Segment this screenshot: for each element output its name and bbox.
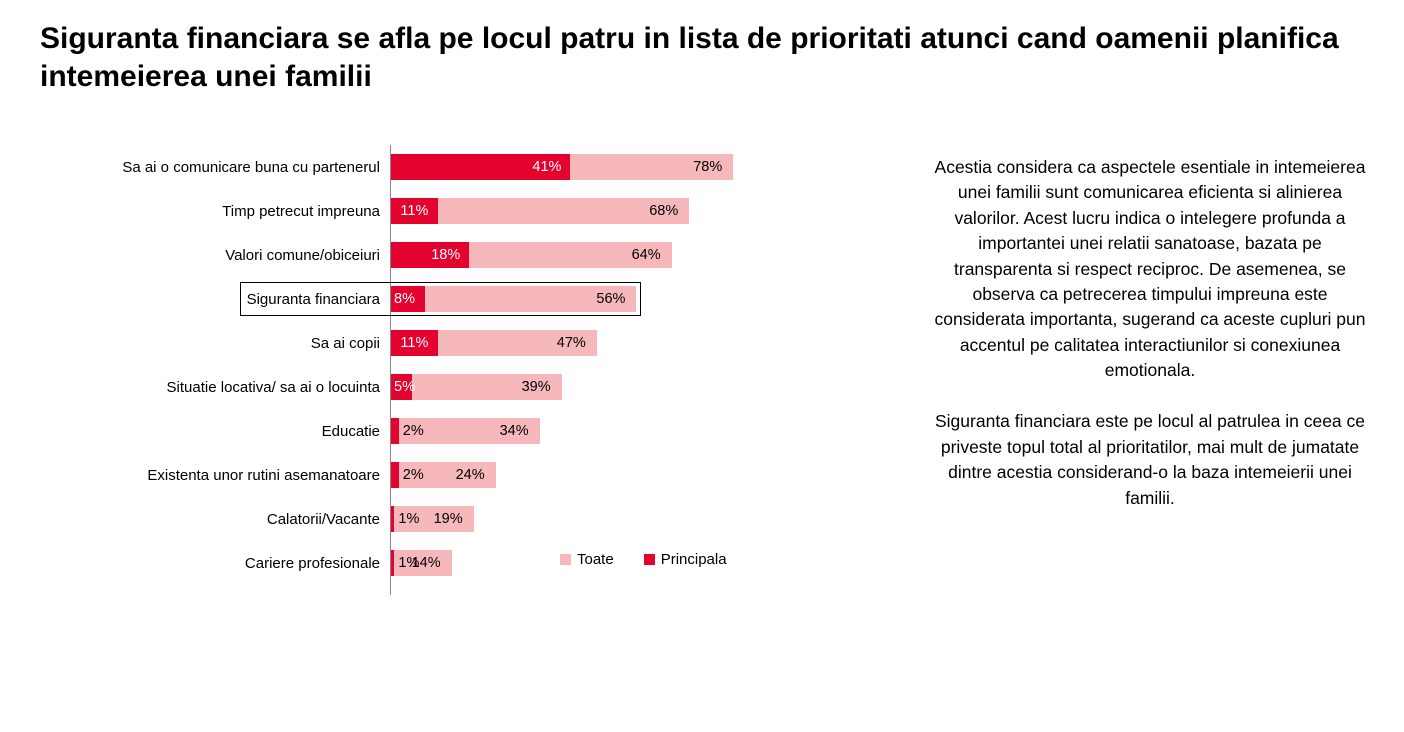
bar-main-value: 8% (394, 291, 415, 307)
bar-total-value: 24% (456, 467, 485, 483)
commentary-panel: Acestia considera ca aspectele esentiale… (930, 145, 1370, 568)
chart-row: Educatie 34% 2% (40, 409, 860, 453)
commentary-paragraph-2: Siguranta financiara este pe locul al pa… (930, 409, 1370, 511)
chart-row: Valori comune/obiceiuri 64% 18% (40, 233, 860, 277)
chart-row: Timp petrecut impreuna 68% 11% (40, 189, 860, 233)
bar-main-value: 11% (400, 335, 428, 351)
chart-row-bars: 68% 11% (390, 198, 840, 224)
chart-row: Siguranta financiara 56% 8% (40, 277, 860, 321)
chart-row-label: Sa ai o comunicare buna cu partenerul (40, 159, 390, 176)
bar-total-value: 56% (596, 291, 625, 307)
bar-main-value: 41% (532, 159, 561, 175)
bar-main-value: 1% (398, 555, 419, 571)
bar-total-value: 39% (522, 379, 551, 395)
bar-main-value: 5% (394, 379, 415, 395)
bar-main (390, 418, 399, 444)
chart-row-bars: 24% 2% (390, 462, 840, 488)
bar-main-value: 1% (398, 511, 419, 527)
commentary-paragraph-1: Acestia considera ca aspectele esentiale… (930, 155, 1370, 383)
chart-row: Sa ai o comunicare buna cu partenerul78%… (40, 145, 860, 189)
chart-row-label: Valori comune/obiceiuri (40, 247, 390, 264)
chart-row-label: Educatie (40, 423, 390, 440)
chart-row-label: Siguranta financiara (40, 291, 390, 308)
chart-row-bars: 19% 1% (390, 506, 840, 532)
chart-row-label: Existenta unor rutini asemanatoare (40, 467, 390, 484)
bar-main-value: 11% (400, 203, 428, 219)
content-wrapper: Sa ai o comunicare buna cu partenerul78%… (40, 145, 1364, 568)
chart-row: Calatorii/Vacante 19% 1% (40, 497, 860, 541)
bar-total-value: 19% (434, 511, 463, 527)
bar-total-value: 34% (500, 423, 529, 439)
chart-axis-line (390, 145, 391, 595)
bar-main (390, 462, 399, 488)
chart-row: Situatie locativa/ sa ai o locuinta 39% 5% (40, 365, 860, 409)
bar-total-value: 64% (632, 247, 661, 263)
chart-row: Existenta unor rutini asemanatoare 24% 2% (40, 453, 860, 497)
chart-row-label: Situatie locativa/ sa ai o locuinta (40, 379, 390, 396)
bar-main-value: 2% (403, 423, 424, 439)
chart-row-bars: 78% 41% (390, 154, 840, 180)
chart-row-bars: 64% 18% (390, 242, 840, 268)
bar-total-value: 47% (557, 335, 586, 351)
chart-row-label: Timp petrecut impreuna (40, 203, 390, 220)
bar-total-value: 78% (693, 159, 722, 175)
page-title: Siguranta financiara se afla pe locul pa… (40, 20, 1364, 95)
chart-row: Sa ai copii 47% 11% (40, 321, 860, 365)
chart-row-bars: 56% 8% (390, 286, 840, 312)
bar-total-value: 68% (649, 203, 678, 219)
chart-row-bars: 39% 5% (390, 374, 840, 400)
bar-main-value: 2% (403, 467, 424, 483)
chart-row-label: Calatorii/Vacante (40, 511, 390, 528)
chart-row-label: Cariere profesionale (40, 555, 390, 572)
bar-main-value: 18% (431, 247, 460, 263)
bar-chart: Sa ai o comunicare buna cu partenerul78%… (40, 145, 860, 568)
chart-row-label: Sa ai copii (40, 335, 390, 352)
chart-row-bars: 34% 2% (390, 418, 840, 444)
chart-row-bars: 14%1% (390, 550, 840, 576)
chart-row-bars: 47% 11% (390, 330, 840, 356)
chart-row: Cariere profesionale14%1% (40, 541, 860, 585)
